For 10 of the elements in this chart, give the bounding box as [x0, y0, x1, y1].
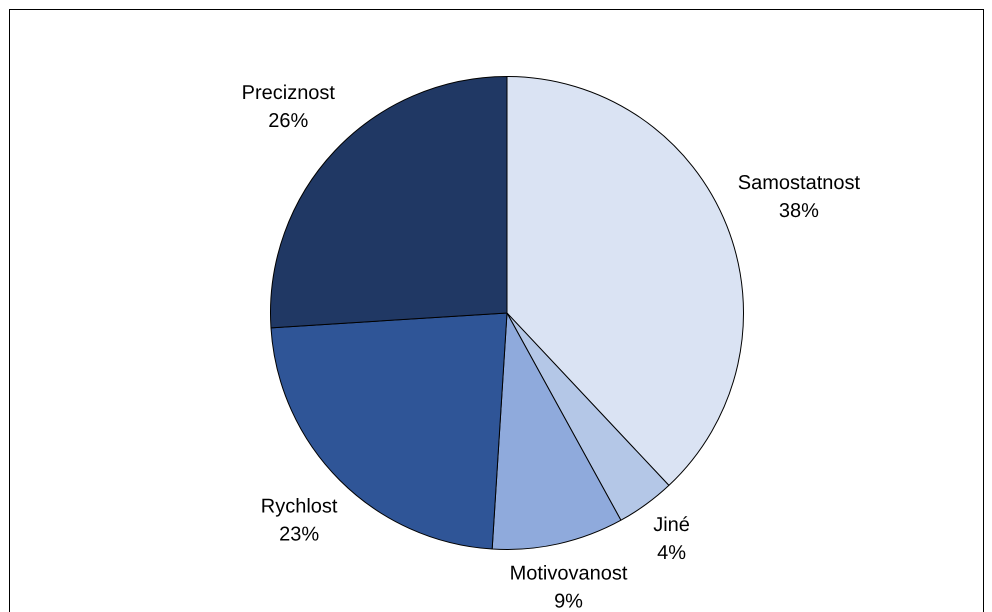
- slice-label: Motivovanost: [510, 562, 628, 585]
- slice-label: Jiné: [653, 514, 690, 536]
- data-label: 26%: [268, 110, 309, 132]
- slice-label: Rychlost: [260, 495, 338, 518]
- slice-label: Samostatnost: [738, 172, 861, 194]
- data-label: 4%: [657, 542, 686, 564]
- data-label: 23%: [279, 523, 320, 546]
- data-label: 38%: [778, 200, 820, 222]
- slice-label: Preciznost: [242, 82, 336, 104]
- data-label: 9%: [554, 590, 584, 612]
